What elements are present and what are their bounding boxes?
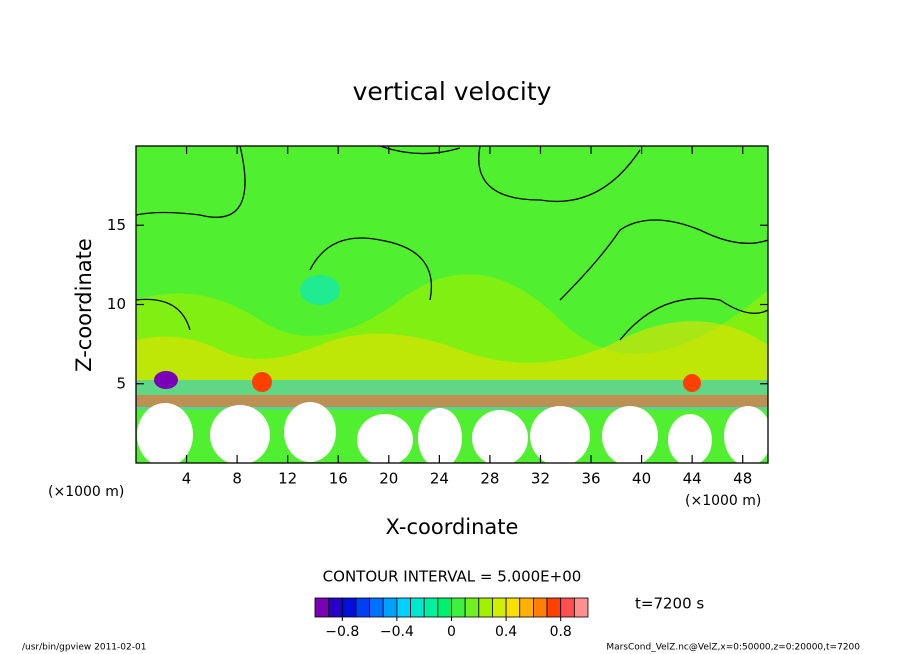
colorbar-cell — [533, 597, 548, 618]
y-tick-label: 15 — [107, 216, 126, 234]
x-tick-label: 24 — [430, 470, 449, 488]
colorbar-tick-label: −0.4 — [380, 624, 414, 640]
colorbar-cell — [369, 597, 384, 618]
time-label: t=7200 s — [635, 595, 704, 613]
colorbar-cell — [546, 597, 562, 618]
colorbar-cell — [396, 597, 411, 618]
x-tick-label: 4 — [182, 470, 192, 488]
x-tick-label: 32 — [531, 470, 550, 488]
colorbar-cell — [573, 597, 589, 618]
colorbar-cell — [355, 597, 371, 618]
y-axis-label: Z-coordinate — [72, 238, 96, 372]
x-tick-label: 8 — [232, 470, 242, 488]
colorbar-cell — [464, 597, 480, 618]
x-tick-label: 48 — [733, 470, 752, 488]
colorbar-cell — [519, 597, 534, 618]
colorbar-cell — [328, 597, 343, 618]
colorbar-cell — [410, 597, 425, 618]
x-tick-label: 44 — [683, 470, 702, 488]
x-tick-label: 28 — [480, 470, 499, 488]
colorbar-cell — [478, 597, 493, 618]
x-axis-label: X-coordinate — [386, 515, 519, 539]
colorbar-cell — [314, 597, 330, 618]
y-tick-label: 5 — [116, 374, 126, 392]
colorbar-cell — [437, 597, 452, 618]
colorbar-cell — [451, 597, 466, 618]
colorbar-cell — [492, 597, 507, 618]
colorbar-tick-label: 0.4 — [495, 624, 517, 640]
x-tick-label: 36 — [581, 470, 600, 488]
colorbar-cell — [382, 597, 398, 618]
chart-title: vertical velocity — [353, 77, 552, 106]
colorbar-cell — [505, 597, 521, 618]
x-tick-label: 16 — [329, 470, 348, 488]
contour-field — [136, 146, 768, 463]
footer-right: MarsCond_VelZ.nc@VelZ,x=0:50000,z=0:2000… — [606, 643, 860, 653]
colorbar-tick-label: −0.8 — [325, 624, 359, 640]
x-tick-label: 12 — [278, 470, 297, 488]
y-tick-label: 10 — [107, 295, 126, 313]
footer-left: /usr/bin/gpview 2011-02-01 — [22, 643, 146, 653]
x-unit-label: (×1000 m) — [48, 484, 124, 500]
colorbar-tick-label: 0.8 — [550, 624, 572, 640]
colorbar-cell — [423, 597, 439, 618]
x-tick-label: 40 — [632, 470, 651, 488]
colorbar-tick-label: 0 — [447, 624, 456, 640]
x-tick-label: 20 — [379, 470, 398, 488]
contour-interval: CONTOUR INTERVAL = 5.000E+00 — [323, 568, 582, 586]
colorbar-cell — [560, 597, 575, 618]
colorbar-cell — [341, 597, 357, 618]
x-unit-label: (×1000 m) — [685, 493, 761, 509]
